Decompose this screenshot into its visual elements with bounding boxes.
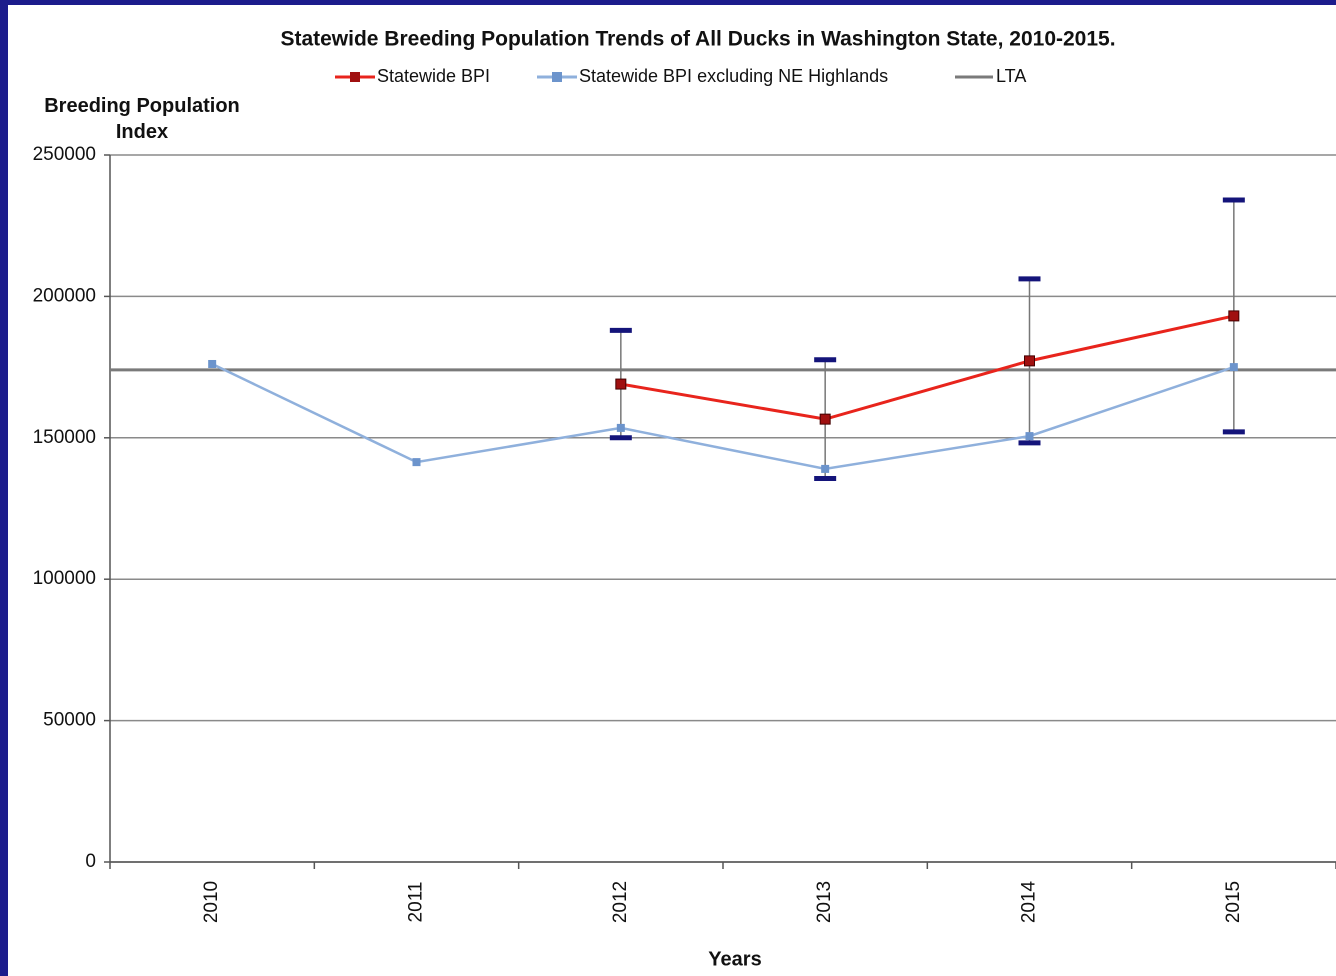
y-tick-label: 200000 <box>33 285 96 306</box>
y-tick-label: 150000 <box>33 427 96 448</box>
x-tick-label: 2013 <box>814 881 835 923</box>
x-axis-title: Years <box>708 948 761 970</box>
y-tick-label: 250000 <box>33 144 96 165</box>
data-point <box>1229 363 1238 372</box>
chart-title: Statewide Breeding Population Trends of … <box>280 28 1115 51</box>
legend-label: LTA <box>996 66 1026 86</box>
data-point <box>1025 432 1034 441</box>
legend-marker <box>350 72 360 82</box>
data-point <box>819 413 831 425</box>
y-axis-title: Breeding Population Index <box>44 95 240 143</box>
y-tick-label: 100000 <box>33 568 96 589</box>
x-tick-label: 2014 <box>1019 880 1040 923</box>
data-point <box>208 359 217 368</box>
legend-label: Statewide BPI excluding NE Highlands <box>579 66 888 86</box>
data-point <box>615 378 627 390</box>
x-tick-label: 2010 <box>201 881 222 923</box>
x-tick-label: 2012 <box>610 881 631 923</box>
chart: Statewide Breeding Population Trends of … <box>33 28 1336 970</box>
x-tick-label: 2011 <box>406 882 427 923</box>
data-point <box>1228 310 1240 322</box>
x-tick-label: 2015 <box>1223 881 1244 923</box>
data-point <box>412 458 421 467</box>
y-tick-label: 0 <box>85 851 96 872</box>
data-point <box>616 423 625 432</box>
series-line <box>620 314 1235 421</box>
legend-label: Statewide BPI <box>377 66 490 86</box>
y-tick-label: 50000 <box>43 710 96 731</box>
series-line <box>211 362 1235 471</box>
data-point <box>821 464 830 473</box>
legend-marker <box>552 72 562 82</box>
chart-frame: Breeding Population Index Statewide Bree… <box>8 5 1336 976</box>
data-point <box>1024 355 1035 367</box>
